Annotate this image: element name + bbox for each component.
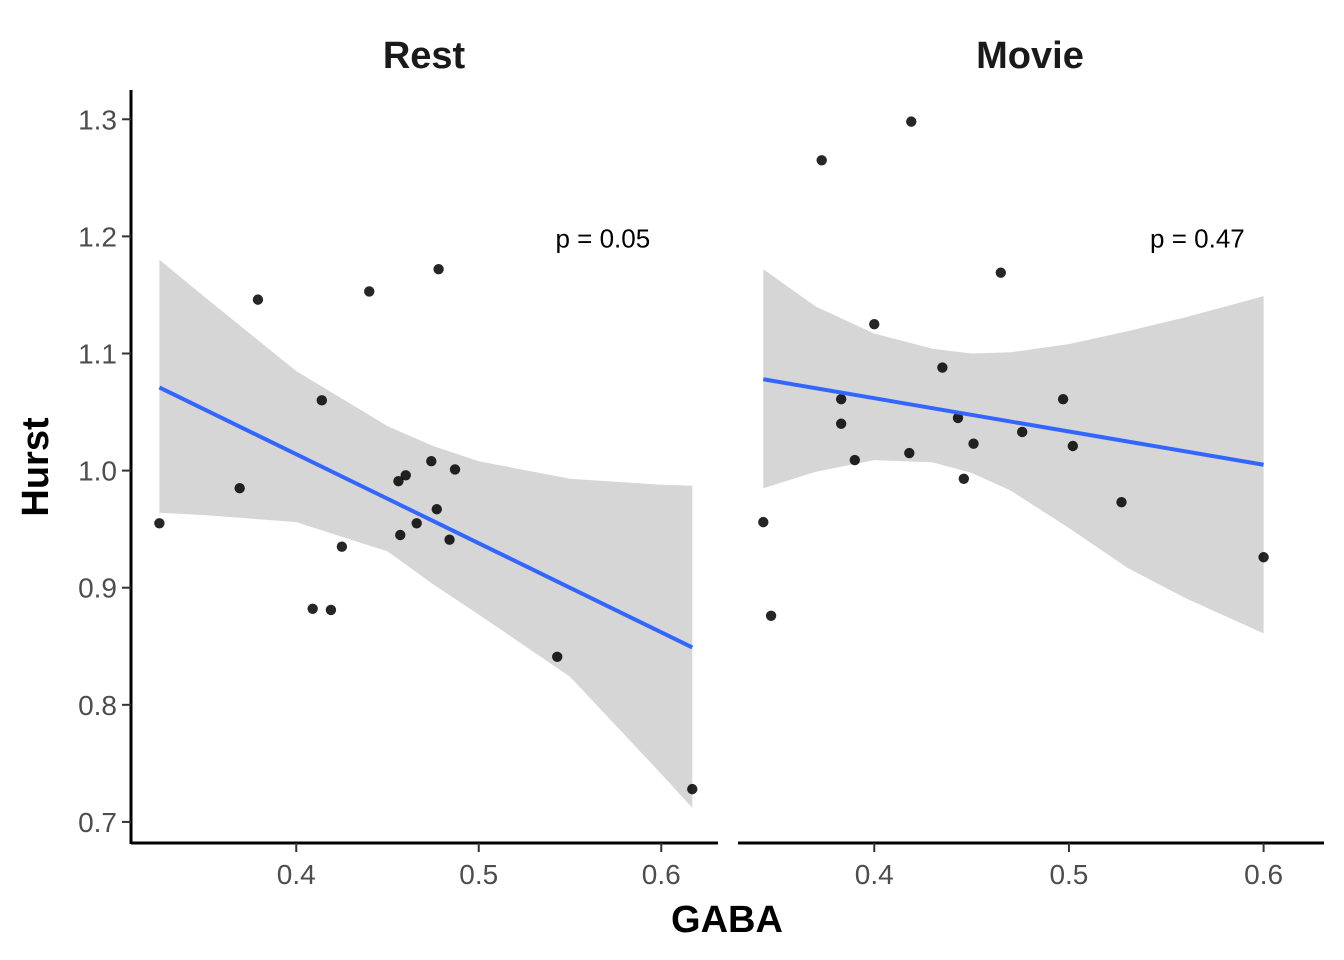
y-tick-label: 1.1 bbox=[78, 338, 117, 369]
panel-rest: Rest p = 0.05 0.4 0.5 0.6 bbox=[131, 35, 718, 890]
y-tick-label: 1.0 bbox=[78, 456, 117, 487]
data-point bbox=[364, 286, 375, 297]
confidence-ribbon bbox=[763, 269, 1264, 634]
data-point bbox=[952, 412, 964, 424]
x-axis-title: GABA bbox=[671, 899, 783, 941]
x-tick-label: 0.4 bbox=[855, 859, 894, 890]
data-point bbox=[336, 541, 348, 552]
regression-line bbox=[762, 377, 1264, 467]
y-tick-label: 0.8 bbox=[78, 690, 117, 721]
data-point bbox=[1057, 393, 1069, 405]
y-tick-label: 0.9 bbox=[78, 573, 117, 604]
data-point bbox=[906, 116, 917, 127]
x-tick-label: 0.4 bbox=[277, 859, 316, 890]
data-point bbox=[765, 610, 777, 622]
data-point bbox=[1116, 497, 1127, 508]
x-tick-label: 0.5 bbox=[459, 859, 498, 890]
x-tick-label: 0.6 bbox=[642, 859, 681, 890]
regression-line bbox=[158, 385, 694, 650]
data-point bbox=[316, 395, 327, 406]
data-point bbox=[411, 518, 422, 529]
data-point bbox=[252, 294, 264, 305]
data-point bbox=[552, 651, 563, 662]
x-tick-label: 0.5 bbox=[1049, 859, 1088, 890]
y-tick-label: 1.3 bbox=[78, 104, 117, 135]
panel-movie: Movie p = 0.47 0.4 0.5 0.6 bbox=[738, 35, 1324, 890]
data-point bbox=[904, 447, 915, 459]
data-point bbox=[937, 362, 948, 373]
data-point bbox=[995, 267, 1006, 278]
p-value-annotation: p = 0.05 bbox=[555, 224, 650, 254]
data-point bbox=[325, 604, 337, 616]
x-tick-label: 0.6 bbox=[1244, 859, 1283, 890]
confidence-ribbon bbox=[159, 259, 693, 808]
data-point bbox=[687, 783, 698, 795]
data-point bbox=[835, 418, 847, 429]
y-tick-label: 1.2 bbox=[78, 221, 117, 252]
data-point bbox=[395, 529, 406, 541]
data-point bbox=[849, 454, 860, 466]
data-point bbox=[444, 534, 455, 545]
data-point bbox=[835, 393, 847, 405]
data-point bbox=[154, 518, 165, 529]
data-point bbox=[1258, 552, 1269, 563]
data-point bbox=[758, 516, 769, 528]
data-point bbox=[393, 475, 404, 487]
data-point bbox=[307, 603, 318, 614]
data-point bbox=[816, 155, 827, 166]
data-point bbox=[1017, 426, 1028, 438]
panel-title: Rest bbox=[383, 35, 466, 77]
data-point bbox=[1067, 440, 1079, 452]
data-point bbox=[400, 470, 411, 481]
p-value-annotation: p = 0.47 bbox=[1150, 224, 1245, 254]
y-tick-label: 0.7 bbox=[78, 807, 117, 838]
data-point bbox=[426, 456, 437, 467]
data-point bbox=[449, 464, 461, 475]
data-point bbox=[433, 263, 444, 275]
data-point bbox=[431, 504, 442, 515]
data-point bbox=[234, 482, 245, 494]
data-point bbox=[968, 438, 979, 449]
data-point bbox=[869, 319, 880, 330]
y-axis-title: Hurst bbox=[15, 417, 57, 517]
panel-title: Movie bbox=[976, 35, 1084, 77]
data-point bbox=[958, 473, 970, 484]
